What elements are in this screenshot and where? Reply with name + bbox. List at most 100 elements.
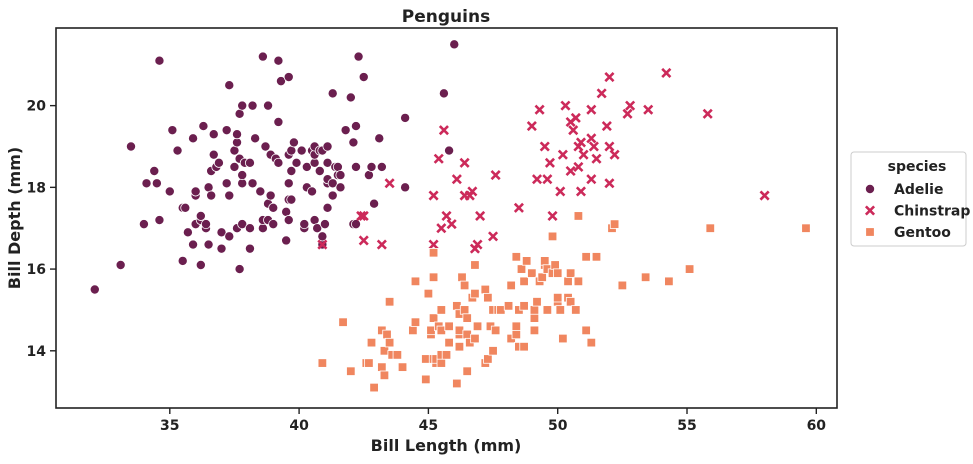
point-gentoo — [346, 366, 356, 376]
point-adelie — [224, 231, 235, 242]
point-adelie — [327, 190, 338, 201]
point-gentoo — [364, 358, 374, 368]
point-gentoo — [377, 362, 387, 372]
point-chinstrap — [596, 88, 607, 99]
point-gentoo — [521, 256, 532, 266]
legend-items: Adelie Chinstrap Gentoo — [864, 182, 970, 241]
point-chinstrap — [622, 108, 633, 119]
point-chinstrap — [433, 153, 444, 164]
point-adelie — [322, 141, 333, 152]
point-adelie — [224, 80, 235, 91]
point-adelie — [263, 100, 274, 111]
point-adelie — [350, 121, 361, 132]
point-adelie — [237, 219, 248, 230]
point-chinstrap — [317, 239, 328, 250]
point-chinstrap — [601, 121, 612, 132]
point-adelie — [151, 178, 162, 189]
point-adelie — [115, 259, 126, 270]
point-chinstrap — [526, 121, 537, 132]
point-gentoo — [470, 288, 480, 299]
point-adelie — [177, 255, 188, 266]
point-gentoo — [506, 280, 516, 291]
point-adelie — [195, 210, 206, 221]
point-gentoo — [392, 350, 403, 360]
point-gentoo — [421, 354, 431, 364]
point-gentoo — [483, 292, 493, 303]
point-gentoo — [382, 329, 392, 340]
point-adelie — [307, 186, 318, 197]
point-adelie — [291, 157, 302, 168]
point-chinstrap — [428, 239, 439, 250]
point-gentoo — [527, 268, 537, 278]
point-adelie — [312, 223, 323, 234]
point-adelie — [244, 243, 255, 254]
point-gentoo — [519, 342, 529, 352]
point-chinstrap — [575, 186, 587, 197]
point-gentoo — [452, 301, 462, 311]
x-tick-label: 35 — [160, 418, 179, 434]
point-adelie — [244, 223, 255, 234]
point-gentoo — [470, 260, 480, 270]
point-adelie — [182, 227, 193, 238]
point-gentoo — [516, 264, 527, 274]
point-chinstrap — [446, 219, 457, 230]
x-tick-label: 50 — [548, 418, 568, 434]
point-gentoo — [511, 329, 522, 340]
point-chinstrap — [490, 170, 501, 181]
point-gentoo — [459, 280, 470, 291]
point-adelie — [286, 194, 297, 205]
point-gentoo — [470, 333, 480, 344]
point-adelie — [154, 215, 165, 226]
point-adelie — [180, 202, 191, 213]
point-adelie — [322, 202, 333, 213]
point-adelie — [125, 141, 136, 152]
point-gentoo — [573, 276, 584, 287]
point-adelie — [213, 157, 224, 168]
point-chinstrap — [475, 210, 486, 221]
point-adelie — [257, 51, 268, 62]
point-gentoo — [565, 268, 576, 278]
point-gentoo — [591, 252, 602, 262]
point-adelie — [247, 178, 258, 189]
point-adelie — [340, 125, 351, 136]
point-chinstrap — [384, 178, 395, 189]
point-gentoo — [369, 382, 379, 393]
point-adelie — [273, 116, 284, 127]
point-chinstrap — [625, 100, 636, 111]
point-gentoo — [384, 337, 395, 348]
point-adelie — [345, 92, 356, 103]
point-gentoo — [801, 223, 811, 233]
point-adelie — [237, 170, 248, 181]
point-chinstrap — [643, 104, 654, 115]
y-axis: 14 16 18 20 — [27, 99, 56, 360]
point-adelie — [190, 186, 201, 197]
point-gentoo — [573, 211, 584, 221]
point-adelie — [149, 166, 160, 177]
point-gentoo — [366, 337, 377, 348]
point-adelie — [283, 215, 294, 226]
point-gentoo — [581, 325, 591, 336]
point-gentoo — [441, 350, 452, 360]
point-gentoo — [457, 272, 467, 282]
point-adelie — [335, 182, 346, 193]
legend-title: species — [888, 159, 947, 175]
point-adelie — [283, 72, 294, 83]
point-gentoo — [410, 276, 421, 287]
point-gentoo — [490, 325, 501, 336]
point-adelie — [260, 141, 271, 152]
point-adelie — [335, 170, 346, 181]
point-gentoo — [459, 305, 470, 315]
point-chinstrap — [568, 125, 579, 136]
point-adelie — [268, 202, 279, 213]
point-chinstrap — [588, 141, 599, 152]
y-tick-label: 18 — [27, 180, 46, 196]
y-axis-label: Bill Depth (mm) — [5, 147, 24, 289]
point-gentoo — [519, 276, 529, 287]
point-gentoo — [529, 305, 540, 315]
x-tick-label: 40 — [289, 418, 309, 434]
x-axis: 35 40 45 50 55 60 — [160, 408, 826, 434]
point-gentoo — [529, 325, 540, 336]
point-chinstrap — [358, 235, 369, 246]
point-chinstrap — [575, 137, 587, 148]
point-gentoo — [426, 325, 436, 336]
